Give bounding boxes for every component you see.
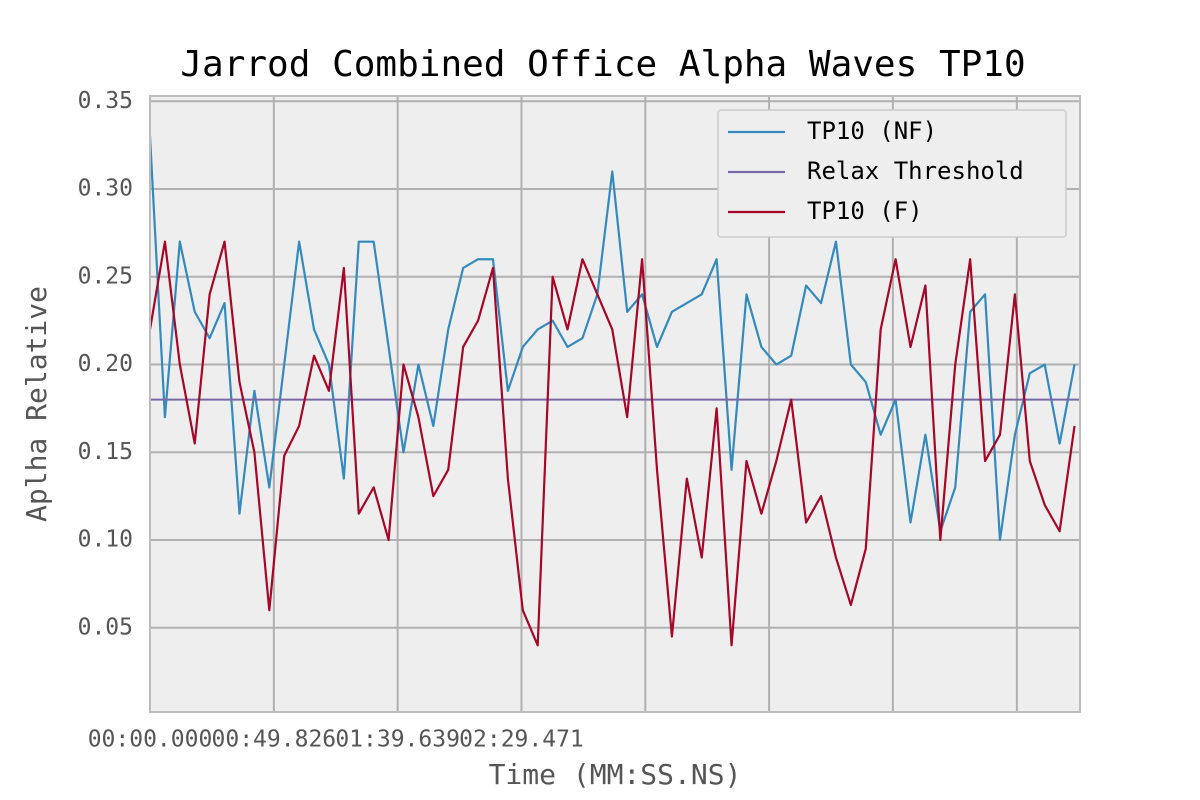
data-line	[148, 136, 1076, 542]
y-axis-label: Aplha Relative	[20, 286, 53, 522]
x-tick-label: 00:00.000	[88, 727, 213, 753]
x-tick-label: 02:29.471	[459, 727, 584, 753]
y-tick-label: 0.25	[78, 263, 133, 289]
y-tick-label: 0.30	[78, 176, 133, 202]
y-tick-label: 0.20	[78, 351, 133, 377]
legend-label: Relax Threshold	[807, 157, 1024, 185]
x-tick-label: 01:39.639	[335, 727, 460, 753]
legend-box	[717, 109, 1067, 238]
y-tick-label: 0.35	[78, 88, 133, 114]
data-line	[148, 240, 1076, 647]
legend-label: TP10 (NF)	[807, 117, 937, 145]
y-tick-label: 0.15	[78, 439, 133, 465]
x-tick-label: 00:49.826	[212, 727, 337, 753]
x-axis-label: Time (MM:SS.NS)	[489, 758, 742, 791]
legend-label: TP10 (F)	[807, 197, 923, 225]
plot-frame	[149, 95, 1081, 713]
chart-title: Jarrod Combined Office Alpha Waves TP10	[180, 44, 1025, 85]
y-tick-label: 0.05	[78, 614, 133, 640]
y-tick-label: 0.10	[78, 527, 133, 553]
